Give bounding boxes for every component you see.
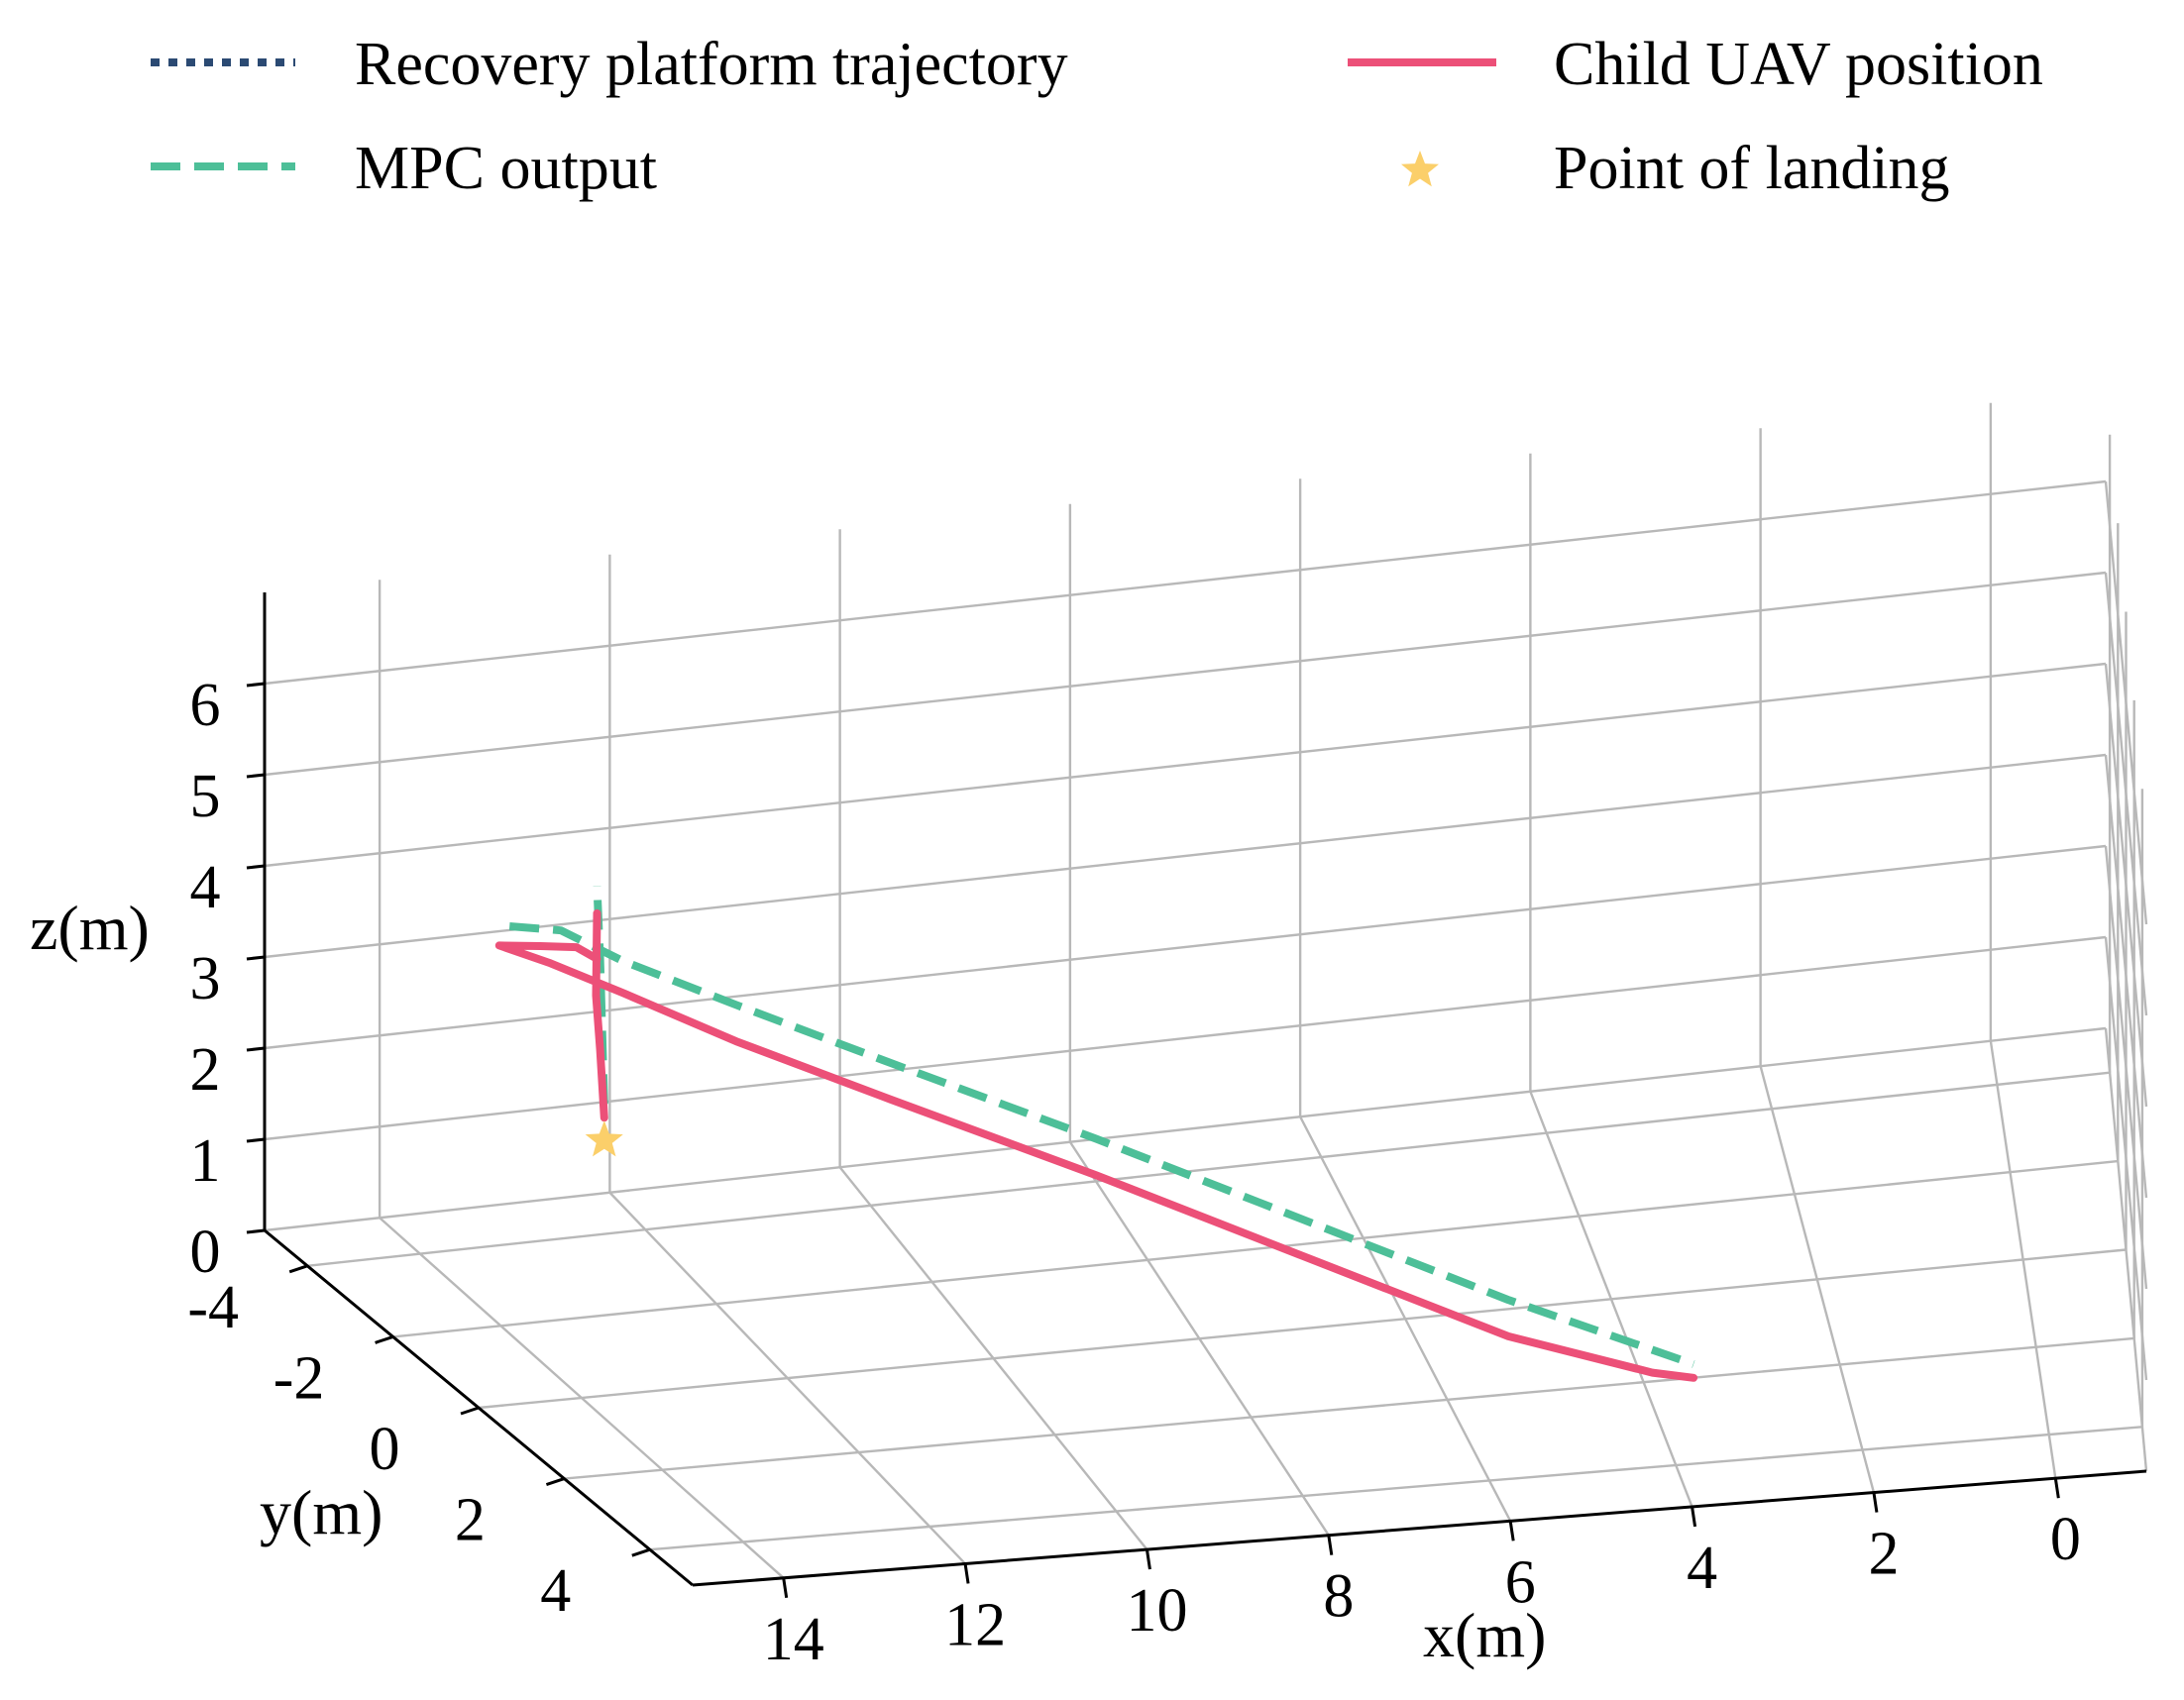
data-series [494,886,1698,1382]
z-tick [246,1046,266,1052]
z-tick-label: 5 [190,763,221,830]
y-tick-label: 4 [540,1557,571,1625]
x-tick-label: 4 [1687,1535,1717,1602]
legend-label-uav: Child UAV position [1554,31,2043,98]
series-line-mpc [508,886,1695,1368]
x-tick-label: 14 [763,1606,824,1673]
legend-label-landing: Point of landing [1554,135,1950,202]
legend-label-mpc: MPC output [355,135,657,202]
y-tick-label: -4 [187,1274,239,1341]
y-tick-label: -2 [273,1344,325,1412]
x-tick [1327,1535,1334,1555]
series-line-uav [494,908,1698,1382]
x-tick-label: 10 [1126,1577,1187,1645]
grid-line [392,1159,2119,1338]
grid-line [264,1026,2107,1232]
x-tick [1691,1506,1697,1528]
z-tick-label: 0 [190,1219,221,1286]
x-axis-line [692,1469,2147,1587]
grid-lines [264,402,2148,1579]
grid-line [264,479,2107,686]
x-tick-label: 8 [1323,1563,1354,1631]
x-tick [2053,1477,2060,1499]
y-tick [288,1264,308,1274]
grid-line [264,753,2107,959]
grid-line [564,1336,2134,1480]
x-tick [782,1577,789,1599]
grid-line [264,571,2107,777]
legend: Recovery platform trajectory Child UAV p… [151,31,2043,202]
x-tick-label: 12 [944,1591,1006,1658]
y-tick [545,1477,565,1487]
z-tick-label: 1 [190,1127,221,1195]
z-tick-label: 2 [190,1036,221,1104]
z-tick [246,773,266,779]
x-tick-label: 2 [1868,1521,1899,1588]
z-tick-label: 4 [190,854,221,921]
x-tick-label: 6 [1505,1548,1536,1616]
y-tick [631,1547,651,1557]
x-tick [1508,1521,1515,1541]
z-tick-label: 6 [190,672,221,739]
x-tick [1872,1492,1879,1513]
x-axis-label: x(m) [1423,1600,1546,1670]
grid-line [264,935,2107,1141]
landing-point-marker [585,1120,623,1157]
z-tick [246,682,266,688]
z-tick [246,1137,266,1143]
z-axis-label: z(m) [30,893,150,963]
grid-line [649,1426,2142,1551]
x-tick [1145,1548,1151,1570]
grid-line [478,1248,2127,1410]
z-tick [246,864,266,870]
grid-line [307,1071,2111,1267]
z-tick-label: 3 [190,945,221,1012]
y-tick [460,1406,480,1416]
legend-star-landing [1401,151,1439,187]
grid-line [264,844,2107,1050]
y-tick-label: 2 [455,1487,486,1554]
y-tick-label: 0 [370,1416,400,1483]
z-tick [246,955,266,961]
z-tick [246,1228,266,1234]
y-tick [375,1334,394,1344]
x-tick-label: 0 [2050,1506,2081,1573]
x-tick [963,1563,970,1584]
y-axis-label: y(m) [260,1477,382,1547]
grid-line [264,662,2107,868]
legend-label-platform: Recovery platform trajectory [355,31,1068,98]
